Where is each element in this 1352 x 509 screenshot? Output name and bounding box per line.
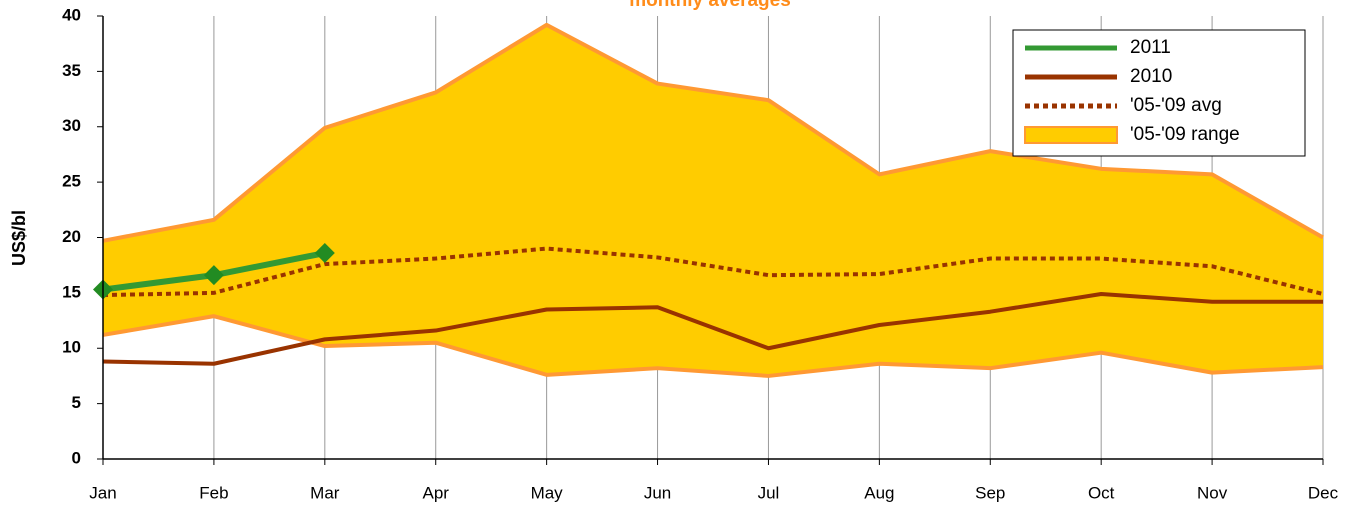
y-tick-label: 40: [62, 5, 81, 24]
x-tick-label: Apr: [422, 483, 449, 502]
range-area: [103, 24, 1323, 376]
line: [102, 291, 1323, 366]
x-tick-label: Feb: [199, 483, 228, 502]
x-tick-label: Sep: [975, 483, 1005, 502]
y-tick-label: 15: [62, 282, 81, 301]
marker: [314, 243, 335, 264]
legend-label: '05-'09 avg: [1130, 95, 1222, 116]
x-tick-label: Jun: [644, 483, 671, 502]
x-tick-label: Nov: [1197, 483, 1228, 502]
x-tick-label: Aug: [864, 483, 894, 502]
x-tick-label: May: [531, 483, 564, 502]
y-tick-label: 10: [62, 338, 81, 357]
line: [102, 246, 1324, 298]
x-tick-label: Oct: [1088, 483, 1115, 502]
legend-swatch: [1024, 126, 1118, 144]
chart-title: monthly averages: [629, 0, 791, 11]
y-tick-label: 25: [62, 172, 81, 191]
legend-label: '05-'09 range: [1130, 124, 1240, 145]
x-tick-label: Jul: [758, 483, 780, 502]
y-tick-label: 30: [62, 116, 81, 135]
x-tick-label: Dec: [1308, 483, 1339, 502]
legend-label: 2010: [1130, 66, 1172, 87]
y-tick-label: 20: [62, 227, 81, 246]
x-tick-label: Mar: [310, 483, 340, 502]
y-axis-label: US$/bl: [9, 210, 29, 266]
y-tick-label: 35: [62, 61, 81, 80]
y-tick-label: 0: [72, 448, 81, 467]
y-tick-label: 5: [72, 393, 81, 412]
marker: [203, 265, 224, 286]
legend-label: 2011: [1130, 37, 1171, 58]
range-edge: [102, 22, 1324, 243]
range-edge: [102, 314, 1324, 378]
x-tick-label: Jan: [89, 483, 116, 502]
